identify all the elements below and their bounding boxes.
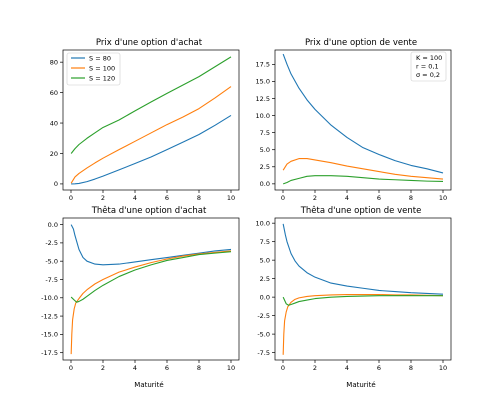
x-tick-label: 6: [377, 364, 381, 372]
y-tick-label: -10.0: [41, 294, 58, 302]
y-tick-label: -15.0: [41, 331, 58, 339]
y-tick-label: 40: [50, 119, 58, 127]
y-tick-label: -7.5: [45, 276, 58, 284]
panel-put-theta: 0 2 4 6 8 10 -7.5 -5.0 -2.5 0.0 2.5 5.0 7.5 10.0: [256, 217, 452, 372]
annotation-line-r: r = 0,1: [416, 63, 439, 71]
title-put-price: Prix d'une option de vente: [305, 38, 417, 48]
y-tick-label: 10.0: [256, 219, 270, 227]
y-tick-label: 5.0: [260, 146, 270, 154]
x-tick-label: 2: [101, 194, 105, 202]
x-tick-label: 0: [281, 364, 285, 372]
y-tick-label: 7.5: [260, 129, 270, 137]
x-tick-label: 4: [345, 364, 349, 372]
y-tick-label: -7.5: [257, 349, 270, 357]
y-tick-label: 2.5: [260, 163, 270, 171]
x-tick-label: 6: [165, 194, 169, 202]
y-tick-label: 0: [54, 180, 58, 188]
x-tick-label: 0: [69, 364, 73, 372]
x-tick-label: 4: [133, 364, 137, 372]
x-tick-label: 0: [69, 194, 73, 202]
series-line-s80-put-price: [282, 53, 444, 174]
axes-frame-put-theta: [274, 217, 452, 361]
y-tick-label: -2.5: [45, 239, 58, 247]
y-tick-label: -5.0: [257, 330, 270, 338]
series-line-s100-put-theta: [282, 293, 444, 355]
legend-label-s100: S = 100: [89, 65, 115, 73]
x-tick-label: 10: [439, 364, 447, 372]
x-tick-label: 2: [313, 194, 317, 202]
x-tick-label: 10: [227, 194, 235, 202]
series-line-s80-call-price: [71, 114, 232, 185]
panel-put-price: 0 2 4 6 8 10 0.0 2.5 5.0 7.5 10.0 12.5 15.0 17.5: [256, 49, 452, 202]
axes-frame-call-price: [62, 49, 240, 191]
series-line-s100-put-price: [282, 158, 444, 180]
y-tick-label: 80: [50, 58, 58, 66]
y-tick-label: 10.0: [256, 112, 270, 120]
y-tick-label: -2.5: [257, 312, 270, 320]
parameter-annotation: K = 100 r = 0,1 σ = 0,2: [410, 51, 447, 82]
legend-box: [66, 52, 121, 86]
legend: S = 80 S = 100 S = 120: [66, 52, 121, 86]
y-tick-label: 2.5: [260, 275, 270, 283]
panel-call-theta: 0 2 4 6 8 10 -17.5 -15.0 -12.5 -10.0 -7.5 -5.0 -2.5 0…: [41, 217, 240, 372]
series-line-s120-put-theta: [282, 295, 443, 306]
y-tick-label: 17.5: [256, 61, 270, 69]
annotation-box: [410, 51, 447, 82]
legend-label-s80: S = 80: [89, 55, 111, 63]
panel-call-price: 0 2 4 6 8 10 0 20 40 60 80: [50, 49, 240, 202]
y-tick-label: 5.0: [260, 256, 270, 264]
x-tick-label: 4: [345, 194, 349, 202]
x-tick-label: 8: [409, 194, 413, 202]
legend-label-s120: S = 120: [89, 75, 115, 83]
y-tick-label: 0.0: [48, 221, 58, 229]
xlabel-put-theta: Maturité: [346, 381, 375, 389]
x-tick-label: 2: [101, 364, 105, 372]
y-tick-label: 15.0: [256, 78, 270, 86]
axes-frame-call-theta: [62, 217, 240, 361]
x-tick-label: 10: [227, 364, 235, 372]
y-tick-label: -5.0: [45, 257, 58, 265]
series-line-s80-put-theta: [282, 223, 444, 295]
x-tick-label: 8: [197, 364, 201, 372]
series-line-s120-put-price: [282, 175, 444, 185]
y-tick-label: 20: [50, 150, 58, 158]
series-line-s100-call-price: [70, 86, 232, 184]
series-line-s120-call-theta: [70, 251, 232, 303]
x-tick-label: 2: [313, 364, 317, 372]
x-tick-label: 0: [281, 194, 285, 202]
y-tick-label: 60: [50, 89, 58, 97]
y-tick-label: 0.0: [260, 180, 270, 188]
y-tick-label: -12.5: [41, 312, 58, 320]
series-line-s120-call-price: [70, 56, 232, 154]
series-line-s100-call-theta: [70, 250, 232, 355]
x-tick-label: 10: [439, 194, 447, 202]
x-tick-label: 6: [377, 194, 381, 202]
axes-frame-put-price: [274, 49, 452, 191]
title-call-price: Prix d'une option d'achat: [96, 38, 203, 48]
xlabel-call-theta: Maturité: [134, 381, 163, 389]
x-tick-label: 8: [409, 364, 413, 372]
y-tick-label: -17.5: [41, 349, 58, 357]
x-tick-label: 8: [197, 194, 201, 202]
y-tick-label: 0.0: [260, 293, 270, 301]
x-tick-label: 4: [133, 194, 137, 202]
title-call-theta: Thêta d'une option d'achat: [91, 205, 207, 216]
x-tick-label: 6: [165, 364, 169, 372]
annotation-line-sigma: σ = 0,2: [416, 71, 440, 79]
series-line-s80-call-theta: [70, 224, 232, 266]
annotation-line-k: K = 100: [416, 54, 442, 62]
title-put-theta: Thêta d'une option de vente: [300, 205, 422, 216]
y-tick-label: 12.5: [256, 95, 270, 103]
y-tick-label: 7.5: [260, 238, 270, 246]
